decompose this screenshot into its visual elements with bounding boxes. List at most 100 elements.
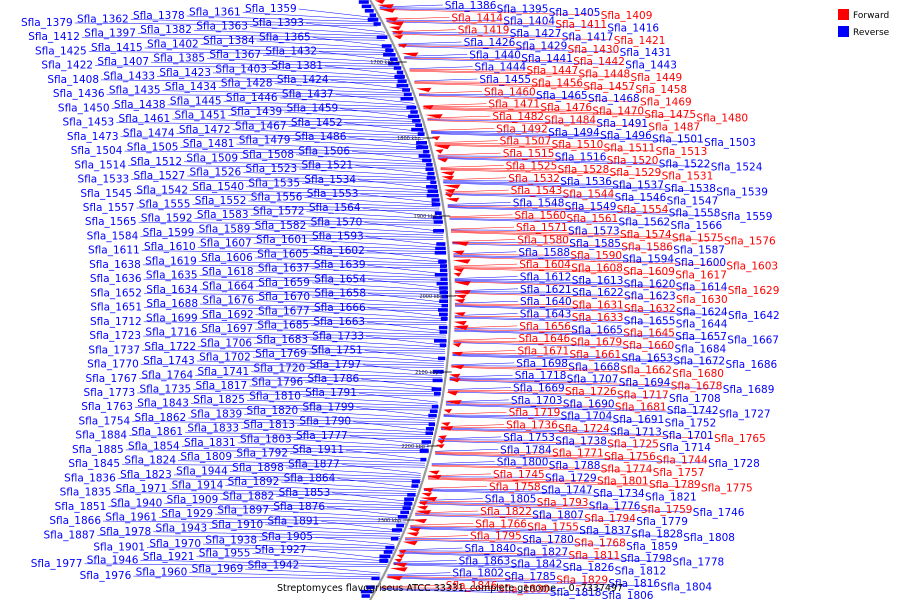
forward-feature-arrow — [431, 136, 441, 141]
reverse-feature-arrow — [390, 537, 399, 541]
leader-line — [443, 181, 611, 185]
forward-feature-arrow — [416, 505, 429, 510]
forward-feature-arrow — [451, 241, 470, 246]
leader-line — [289, 453, 426, 462]
gene-label: Sfla_1537 — [612, 180, 664, 192]
leader-line — [310, 339, 446, 348]
gene-label: Sfla_1407 — [97, 56, 149, 68]
leader-line — [164, 503, 412, 509]
gene-label: Sfla_1547 — [667, 195, 719, 207]
leader-line — [451, 366, 619, 370]
leader-line — [392, 29, 456, 32]
gene-label: Sfla_1509 — [186, 152, 238, 164]
gene-label: Sfla_1940 — [111, 497, 163, 509]
leader-line — [437, 155, 553, 157]
leader-line — [143, 335, 447, 340]
leader-line — [265, 524, 401, 533]
leader-line — [409, 69, 525, 71]
gene-label: Sfla_1820 — [247, 405, 299, 417]
leader-line — [345, 449, 426, 460]
leader-line — [136, 207, 440, 212]
leader-line — [454, 329, 622, 333]
gene-label: Sfla_1654 — [314, 273, 366, 285]
reverse-feature-arrow — [373, 22, 381, 26]
forward-feature-arrow — [448, 378, 461, 383]
leader-line — [209, 528, 401, 535]
gene-label: Sfla_1686 — [726, 359, 778, 371]
gene-label: Sfla_1942 — [248, 560, 300, 572]
gene-label: Sfla_1642 — [728, 310, 780, 322]
leader-line — [143, 321, 447, 326]
forward-feature-arrow — [394, 558, 403, 563]
gene-label: Sfla_1676 — [202, 295, 254, 307]
leader-line — [181, 446, 429, 452]
gene-label: Sfla_1735 — [140, 384, 192, 396]
leader-line — [186, 15, 378, 23]
leader-line — [427, 119, 595, 124]
gene-label: Sfla_1823 — [120, 469, 172, 481]
gene-label: Sfla_1446 — [226, 92, 278, 104]
forward-feature-arrow — [445, 197, 460, 202]
gene-label: Sfla_1621 — [520, 284, 572, 296]
leader-line — [451, 365, 567, 367]
leader-line — [156, 76, 405, 82]
reverse-feature-arrow — [411, 127, 424, 132]
gene-label: Sfla_1523 — [246, 163, 298, 175]
forward-feature-arrow — [384, 17, 399, 22]
leader-line — [415, 514, 583, 519]
gene-label: Sfla_1882 — [223, 490, 275, 502]
gene-label: Sfla_1411 — [555, 19, 607, 31]
leader-line — [361, 378, 441, 389]
forward-feature-arrow — [408, 527, 421, 532]
gene-label: Sfla_1640 — [520, 296, 572, 308]
gene-label: Sfla_1960 — [136, 567, 188, 579]
reverse-feature-arrow — [400, 97, 414, 101]
gene-label: Sfla_1826 — [563, 562, 615, 574]
leader-line — [249, 385, 441, 393]
leader-line — [158, 517, 407, 523]
leader-line — [113, 492, 417, 496]
gene-label: Sfla_1757 — [653, 467, 705, 479]
leader-line — [393, 560, 457, 563]
gene-label: Sfla_1644 — [676, 319, 728, 331]
reverse-feature-arrow — [379, 559, 389, 563]
legend-forward-label: Forward — [853, 11, 889, 21]
gene-label: Sfla_1745 — [493, 469, 545, 481]
leader-line — [311, 311, 447, 320]
leader-lines — [74, 4, 727, 596]
forward-feature-arrow — [415, 510, 432, 515]
gene-label: Sfla_1459 — [287, 103, 339, 115]
reverse-feature-arrow — [427, 171, 435, 176]
gene-label: Sfla_1397 — [84, 28, 136, 40]
leader-line — [431, 131, 599, 136]
gene-label: Sfla_1555 — [139, 199, 191, 211]
leader-line — [449, 379, 669, 386]
forward-feature-arrow — [402, 540, 418, 546]
reverse-feature-arrow — [393, 66, 402, 70]
gene-label: Sfla_1480 — [696, 112, 748, 124]
leader-line — [410, 528, 682, 538]
leader-line — [202, 543, 395, 549]
gene-label: Sfla_1774 — [601, 463, 653, 475]
gene-label: Sfla_1678 — [671, 380, 723, 392]
gene-label: Sfla_1590 — [570, 250, 622, 262]
gene-label: Sfla_1536 — [560, 176, 612, 188]
legend-reverse-swatch — [838, 26, 849, 37]
leader-line — [144, 47, 392, 53]
leader-line — [449, 374, 513, 378]
gene-label: Sfla_1434 — [165, 81, 217, 93]
reverse-feature-arrow — [360, 589, 373, 594]
gene-label: Sfla_1827 — [517, 546, 569, 558]
leader-line — [427, 476, 544, 478]
gene-label: Sfla_1853 — [279, 487, 331, 499]
reverse-feature-arrow — [429, 409, 438, 413]
gene-label: Sfla_1685 — [257, 320, 309, 332]
gene-label: Sfla_1402 — [147, 39, 199, 51]
gene-label: Sfla_1419 — [458, 25, 510, 37]
gene-label: Sfla_1758 — [489, 481, 541, 493]
leader-line — [454, 276, 518, 279]
leader-line — [207, 58, 399, 65]
leader-line — [410, 523, 474, 526]
gene-label: Sfla_1385 — [153, 53, 205, 65]
gene-label: Sfla_1804 — [660, 581, 712, 593]
